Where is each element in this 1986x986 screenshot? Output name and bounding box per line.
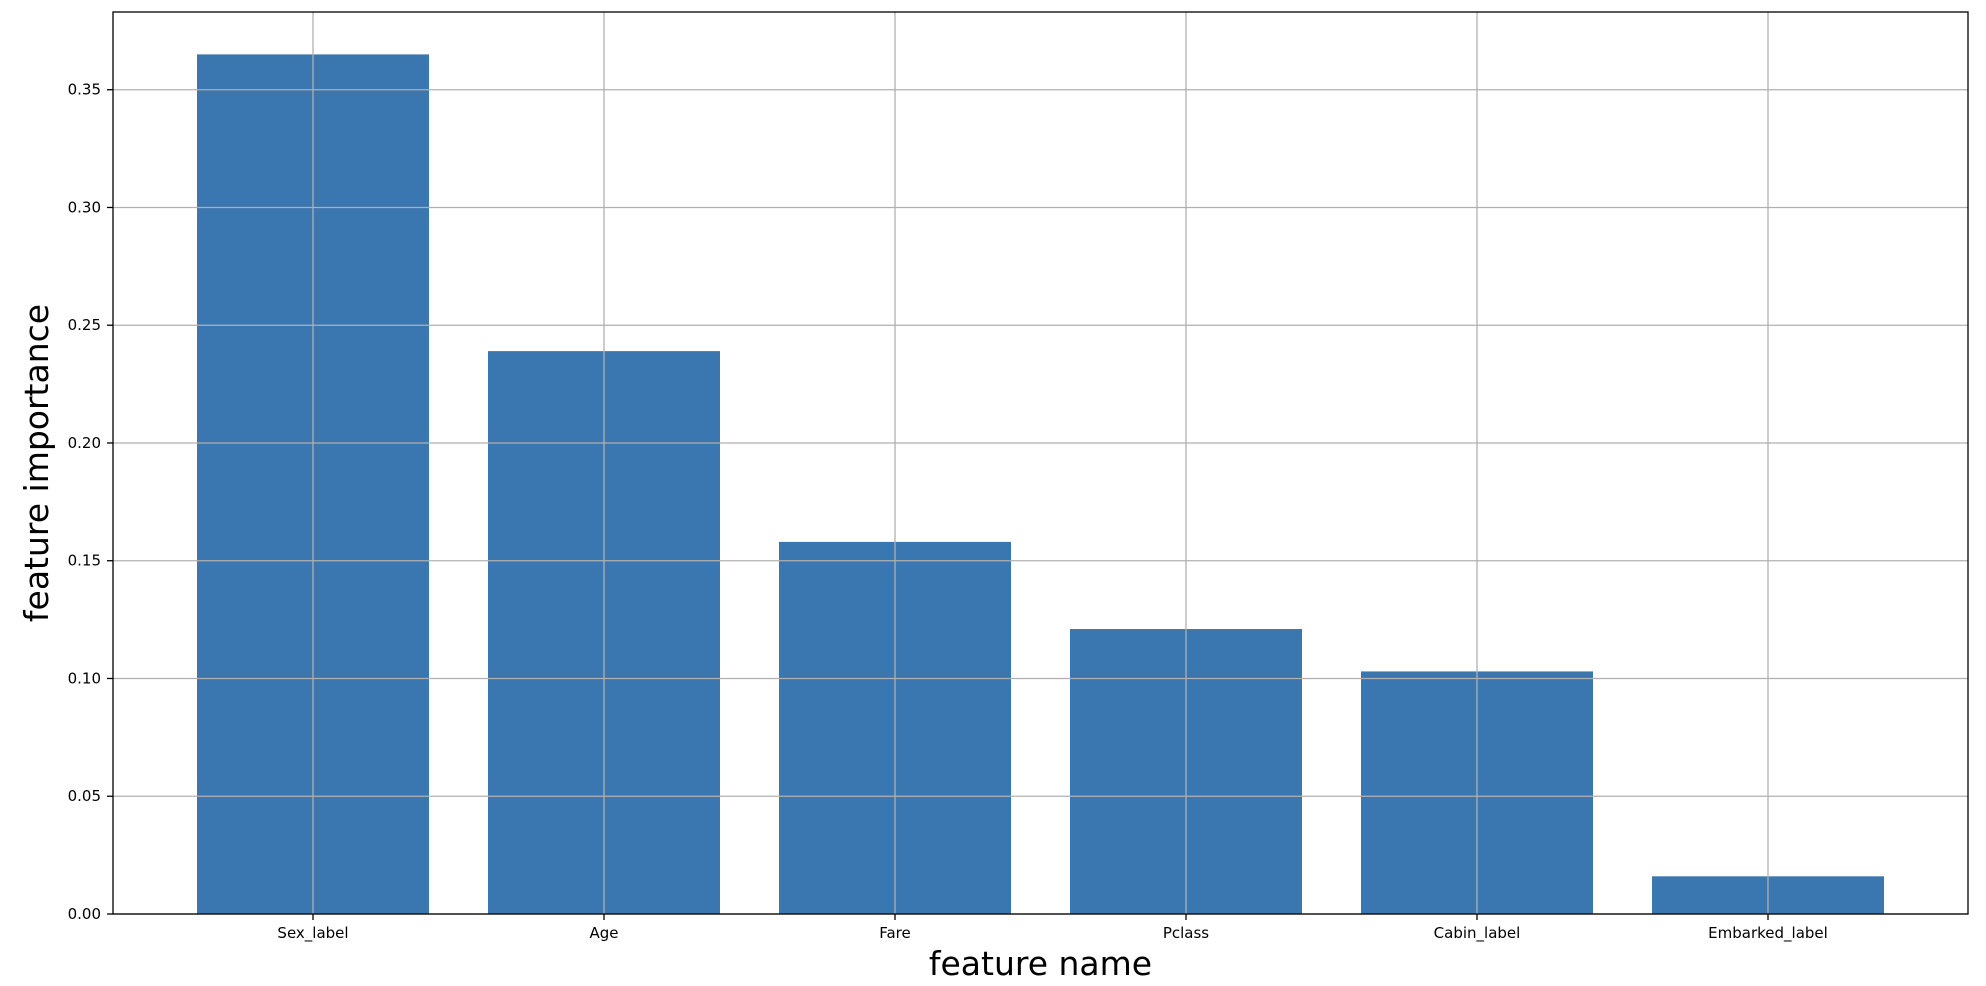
x-tick-label: Fare	[879, 924, 911, 942]
y-tick-label: 0.10	[68, 669, 101, 687]
x-tick-label: Cabin_label	[1434, 924, 1521, 943]
x-tick-label: Sex_label	[277, 924, 348, 943]
y-tick-label: 0.00	[68, 905, 101, 923]
x-axis-label: feature name	[929, 944, 1152, 983]
x-tick-label: Pclass	[1163, 924, 1209, 942]
y-tick-label: 0.35	[68, 81, 101, 99]
y-tick-label: 0.20	[68, 434, 101, 452]
x-axis-ticks: Sex_label Age Fare Pclass Cabin_label Embarke…	[277, 914, 1828, 943]
y-axis-ticks: 0.00 0.05 0.10 0.15 0.20 0.25 0.30 0.35	[68, 81, 113, 923]
y-tick-label: 0.05	[68, 787, 101, 805]
y-axis-label: feature importance	[17, 304, 56, 622]
x-tick-label: Embarked_label	[1708, 924, 1828, 943]
bars-layer	[197, 54, 1884, 914]
y-tick-label: 0.25	[68, 316, 101, 334]
y-tick-label: 0.15	[68, 552, 101, 570]
plot-frame	[112, 11, 1969, 915]
x-tick-label: Age	[589, 924, 618, 942]
y-tick-label: 0.30	[68, 198, 101, 216]
